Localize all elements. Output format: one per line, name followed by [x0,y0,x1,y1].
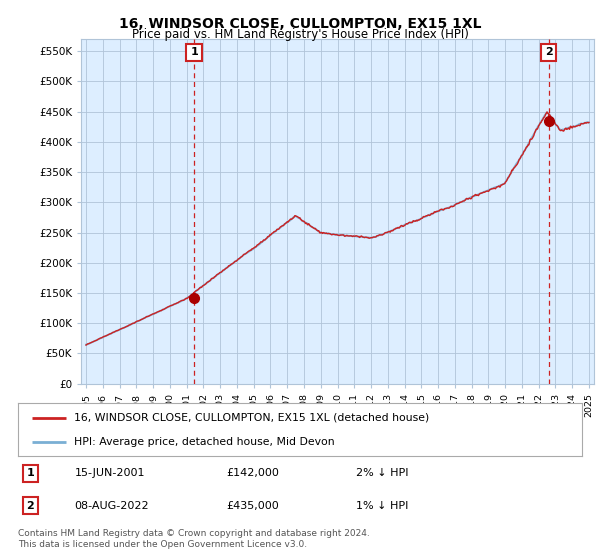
Text: 2: 2 [26,501,34,511]
Text: Price paid vs. HM Land Registry's House Price Index (HPI): Price paid vs. HM Land Registry's House … [131,28,469,41]
Text: 1: 1 [26,468,34,478]
Text: 2% ↓ HPI: 2% ↓ HPI [356,468,409,478]
Text: 08-AUG-2022: 08-AUG-2022 [74,501,149,511]
Text: £435,000: £435,000 [227,501,280,511]
Text: HPI: Average price, detached house, Mid Devon: HPI: Average price, detached house, Mid … [74,437,335,447]
Text: 1: 1 [190,48,198,58]
Text: 16, WINDSOR CLOSE, CULLOMPTON, EX15 1XL: 16, WINDSOR CLOSE, CULLOMPTON, EX15 1XL [119,17,481,31]
Text: £142,000: £142,000 [227,468,280,478]
Text: 1% ↓ HPI: 1% ↓ HPI [356,501,409,511]
Text: 2: 2 [545,48,553,58]
Text: 16, WINDSOR CLOSE, CULLOMPTON, EX15 1XL (detached house): 16, WINDSOR CLOSE, CULLOMPTON, EX15 1XL … [74,413,430,423]
Text: Contains HM Land Registry data © Crown copyright and database right 2024.
This d: Contains HM Land Registry data © Crown c… [18,529,370,549]
Text: 15-JUN-2001: 15-JUN-2001 [74,468,145,478]
